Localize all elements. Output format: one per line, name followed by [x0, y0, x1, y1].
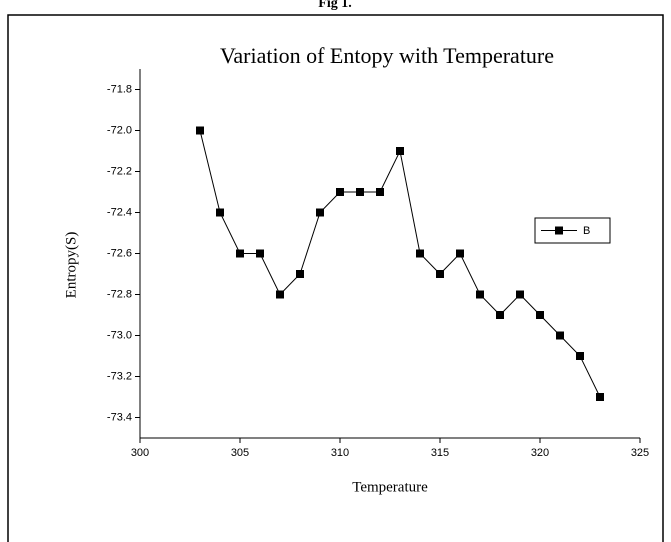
chart-title: Variation of Entopy with Temperature	[220, 43, 554, 68]
marker	[536, 311, 544, 319]
series-line	[199, 130, 601, 398]
legend-label: B	[583, 225, 590, 237]
x-tick-label: 300	[131, 447, 149, 459]
x-tick-label: 310	[331, 447, 349, 459]
y-tick-label: -73.2	[107, 370, 132, 382]
x-tick-label: 325	[631, 447, 649, 459]
y-axis-label: Entropy(S)	[63, 232, 79, 299]
y-tick-label: -72.2	[107, 165, 132, 177]
x-tick-label: 305	[231, 447, 249, 459]
marker	[296, 270, 304, 278]
y-tick-label: -72.4	[107, 206, 132, 218]
marker	[196, 126, 204, 135]
marker	[476, 290, 484, 299]
marker	[576, 352, 584, 360]
y-tick-label: -72.6	[107, 247, 132, 259]
marker	[256, 249, 264, 258]
marker	[236, 249, 244, 258]
legend-marker	[555, 226, 563, 235]
y-tick-label: -72.8	[107, 288, 132, 300]
marker	[496, 311, 504, 319]
figure-label: Fig 1.	[318, 0, 351, 11]
marker	[316, 208, 324, 217]
marker	[276, 290, 284, 299]
frame	[7, 14, 664, 542]
y-tick-label: -73.0	[107, 329, 132, 341]
marker	[216, 208, 224, 217]
y-tick-label: -73.4	[107, 411, 132, 423]
x-tick-label: 320	[531, 447, 549, 459]
x-tick-label: 315	[431, 447, 449, 459]
y-tick-label: -72.0	[107, 124, 132, 136]
marker	[376, 188, 384, 196]
marker	[336, 188, 344, 196]
x-axis-label: Temperature	[352, 479, 428, 495]
marker	[556, 331, 564, 340]
marker	[356, 188, 364, 196]
marker	[456, 249, 464, 258]
marker	[596, 393, 604, 401]
marker	[396, 147, 404, 155]
marker	[436, 270, 444, 278]
y-tick-label: -71.8	[107, 83, 132, 95]
marker	[516, 290, 524, 299]
marker	[416, 249, 424, 258]
